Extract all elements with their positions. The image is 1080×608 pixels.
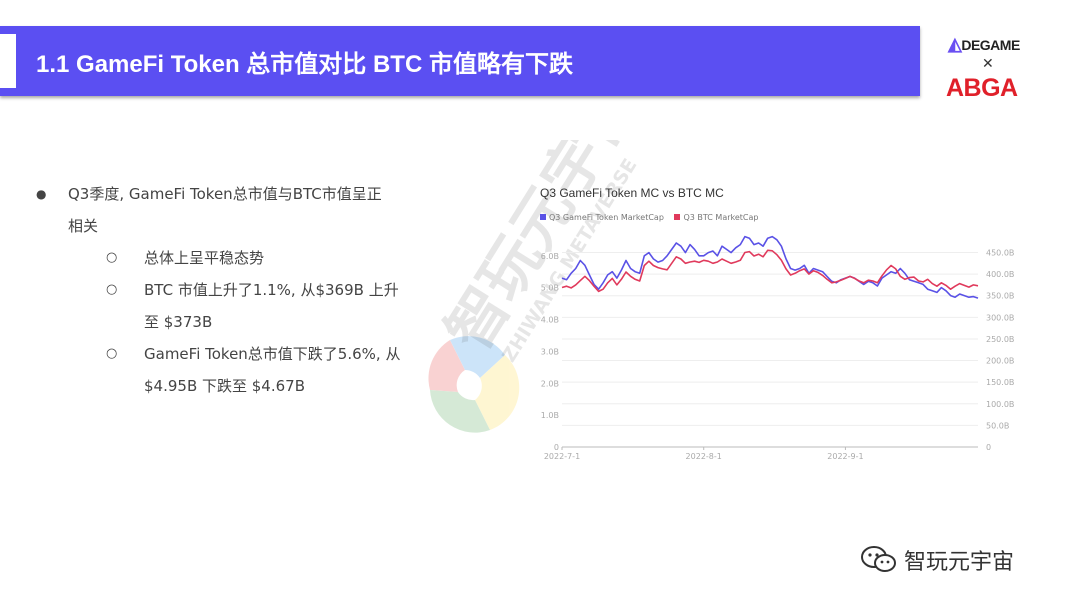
sub-bullet-text: 总体上呈平稳态势 [144,249,265,267]
sub-bullet-text-cont: $4.95B 下跌至 $4.67B [144,377,306,395]
sub-bullet-item: ○ BTC 市值上升了1.1%, 从$369B 上升 至 $373B [34,274,454,338]
title-accent [0,34,16,88]
bullet-list: ● Q3季度, GameFi Token总市值与BTC市值呈正 相关 ○ 总体上… [34,178,454,402]
legend-label-gamefi: Q3 GameFi Token MarketCap [549,213,664,222]
cross-icon: ✕ [982,56,994,72]
degame-mark-icon: ◭ [948,34,962,54]
market-cap-chart: Q3 GameFi Token MC vs BTC MC Q3 GameFi T… [530,180,1030,470]
bullet-text-line1: Q3季度, GameFi Token总市值与BTC市值呈正 [68,185,382,203]
legend-swatch-btc [674,214,681,220]
legend-item-btc[interactable]: Q3 BTC MarketCap [674,213,758,222]
sub-bullet-text: BTC 市值上升了1.1%, 从$369B 上升 [144,281,399,299]
left-axis-tick-label: 0 [554,443,559,452]
right-axis-tick-label: 350.0B [986,292,1014,301]
degame-logo: ◭DEGAME [948,34,1020,55]
right-axis-tick-label: 0 [986,443,991,452]
left-axis-tick-label: 6.0B [541,252,559,261]
series-line-gamefi [561,235,979,299]
right-axis-tick-label: 400.0B [986,270,1014,279]
page-title: 1.1 GameFi Token 总市值对比 BTC 市值略有下跌 [36,51,573,78]
right-axis-tick-label: 200.0B [986,357,1014,366]
bullet-item: ● Q3季度, GameFi Token总市值与BTC市值呈正 相关 [34,178,454,242]
x-axis-tick-label: 2022-7-1 [544,452,580,461]
bullet-dot-icon: ● [36,187,47,201]
sub-bullet-item: ○ 总体上呈平稳态势 [34,242,454,274]
chart-plot: 0 1.0B 2.0B 3.0B 4.0B 5.0B 6.0B 0 50.0B 100.0B 150… [541,235,1014,461]
bullet-text-line2: 相关 [68,217,99,235]
chart-title: Q3 GameFi Token MC vs BTC MC [540,186,724,200]
footer-brand-text: 智玩元宇宙 [904,550,1015,575]
sub-bullet-text: GameFi Token总市值下跌了5.6%, 从 [144,345,401,363]
right-axis-tick-label: 250.0B [986,335,1014,344]
sub-bullet-circle-icon: ○ [106,250,118,265]
title-bar: 1.1 GameFi Token 总市值对比 BTC 市值略有下跌 [0,26,920,96]
sub-bullet-text-cont: 至 $373B [144,313,213,331]
right-axis-tick-label: 150.0B [986,378,1014,387]
chart-legend: Q3 GameFi Token MarketCap Q3 BTC MarketC… [540,213,766,222]
series-line-btc [561,249,979,293]
degame-logo-text: DEGAME [961,37,1020,53]
sub-bullet-circle-icon: ○ [106,282,118,297]
right-axis-tick-label: 100.0B [986,400,1014,409]
right-axis-tick-label: 450.0B [986,249,1014,258]
left-axis-tick-label: 4.0B [541,316,559,325]
right-axis-tick-label: 300.0B [986,313,1014,322]
left-axis-tick-label: 3.0B [541,347,559,356]
left-axis-tick-label: 1.0B [541,411,559,420]
right-axis-tick-label: 50.0B [986,421,1009,430]
legend-swatch-gamefi [540,214,546,220]
wechat-icon [861,546,896,572]
x-axis-tick-label: 2022-8-1 [686,452,722,461]
sub-bullet-item: ○ GameFi Token总市值下跌了5.6%, 从 $4.95B 下跌至 $… [34,338,454,402]
left-axis-tick-label: 5.0B [541,284,559,293]
left-axis-tick-label: 2.0B [541,379,559,388]
legend-item-gamefi[interactable]: Q3 GameFi Token MarketCap [540,213,664,222]
sub-bullet-circle-icon: ○ [106,346,118,361]
legend-label-btc: Q3 BTC MarketCap [683,213,759,222]
abga-logo: ABGA [946,74,1018,102]
footer-brand: 智玩元宇宙 [860,544,1014,576]
x-axis-tick-label: 2022-9-1 [827,452,863,461]
